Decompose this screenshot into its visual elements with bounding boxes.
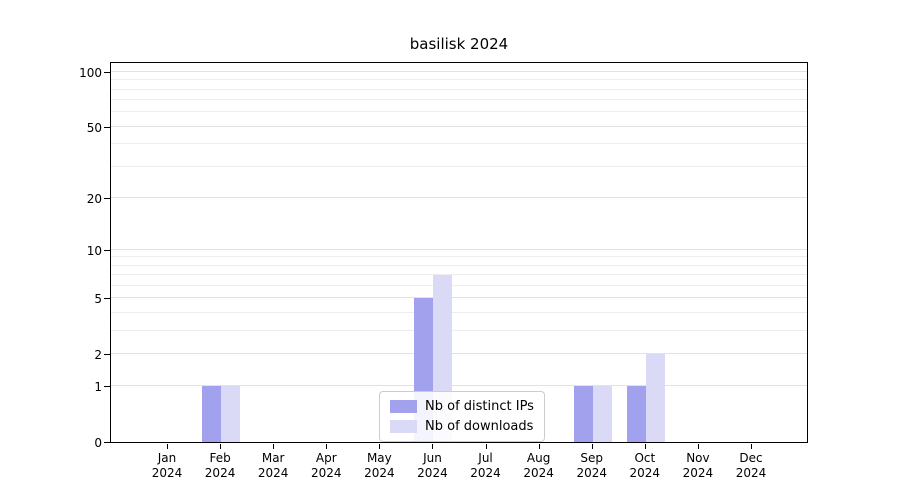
gridline xyxy=(111,165,807,167)
x-axis-tick-label: Apr 2024 xyxy=(310,451,342,480)
legend-label-downloads: Nb of downloads xyxy=(425,419,534,434)
gridline xyxy=(111,143,807,145)
x-axis-tick-mark xyxy=(432,444,434,449)
y-axis-tick-label: 1 xyxy=(94,380,102,395)
y-axis-tick-mark xyxy=(104,72,110,73)
bar-downloads xyxy=(221,386,241,442)
x-axis-tick-mark xyxy=(326,444,328,449)
gridline xyxy=(111,88,807,90)
gridline xyxy=(111,352,807,354)
plot-area: Nb of distinct IPs Nb of downloads xyxy=(110,62,808,443)
legend-item-distinct-ips: Nb of distinct IPs xyxy=(390,398,534,415)
gridline xyxy=(111,311,807,313)
gridline xyxy=(111,274,807,276)
x-axis-tick-mark xyxy=(538,444,540,449)
gridline xyxy=(111,329,807,331)
x-axis-tick-mark xyxy=(220,444,222,449)
y-axis-tick-label: 5 xyxy=(94,292,102,307)
y-axis-tick-mark xyxy=(104,353,110,355)
gridline xyxy=(111,79,807,81)
x-axis-tick-mark xyxy=(167,444,168,449)
x-axis-tick-mark xyxy=(485,444,487,449)
y-axis-tick-label: 0 xyxy=(94,436,102,450)
x-axis-tick-label: Dec 2024 xyxy=(735,451,767,480)
gridline xyxy=(111,285,807,286)
x-axis-tick-label: Jul 2024 xyxy=(470,451,501,480)
y-axis-tick-mark xyxy=(104,197,110,199)
x-axis-tick-label: Aug 2024 xyxy=(523,451,554,480)
x-axis-tick-label: Jun 2024 xyxy=(417,451,448,480)
bar-distinct-ips xyxy=(626,386,646,442)
bar-downloads xyxy=(645,353,665,442)
legend-item-downloads: Nb of downloads xyxy=(390,418,534,435)
gridline xyxy=(111,264,807,266)
x-axis-tick-label: Oct 2024 xyxy=(629,451,661,480)
chart-title: basilisk 2024 xyxy=(409,35,509,53)
x-axis-tick-mark xyxy=(273,444,275,449)
gridline xyxy=(111,111,807,113)
legend-swatch-distinct-ips xyxy=(390,400,417,413)
y-axis-tick-mark xyxy=(104,442,110,443)
x-axis-tick-mark xyxy=(697,444,699,449)
bar-distinct-ips xyxy=(202,386,222,442)
y-axis-tick-mark xyxy=(104,126,110,128)
legend-swatch-downloads xyxy=(390,420,417,433)
x-axis-tick-mark xyxy=(751,444,752,449)
x-axis-tick-label: May 2024 xyxy=(364,451,395,480)
x-axis-tick-label: Sep 2024 xyxy=(576,451,607,480)
y-axis-tick-label: 20 xyxy=(86,191,102,206)
gridline xyxy=(111,71,807,73)
x-axis-tick-label: Nov 2024 xyxy=(682,451,714,480)
gridline xyxy=(111,248,807,250)
y-axis-tick-mark xyxy=(104,386,110,388)
gridline xyxy=(111,385,807,387)
legend-label-distinct-ips: Nb of distinct IPs xyxy=(425,399,534,414)
y-axis-tick-label: 50 xyxy=(86,120,102,135)
y-axis-tick-label: 10 xyxy=(86,243,102,258)
y-axis-tick-label: 100 xyxy=(79,66,102,80)
gridline xyxy=(111,196,807,198)
x-axis-tick-mark xyxy=(644,444,646,449)
y-axis-tick-mark xyxy=(104,249,110,251)
y-axis-tick-mark xyxy=(104,298,110,300)
x-axis-tick-mark xyxy=(591,444,593,449)
x-axis-tick-label: Mar 2024 xyxy=(257,451,289,480)
x-axis-tick-mark xyxy=(379,444,381,449)
bar-distinct-ips xyxy=(573,386,593,442)
x-axis-tick-label: Jan 2024 xyxy=(151,451,183,480)
gridline xyxy=(111,125,807,127)
gridline xyxy=(111,99,807,101)
x-axis-tick-label: Feb 2024 xyxy=(204,451,236,480)
y-axis-tick-label: 2 xyxy=(94,347,102,362)
legend: Nb of distinct IPs Nb of downloads xyxy=(379,391,545,442)
gridline xyxy=(111,297,807,299)
bar-downloads xyxy=(592,386,612,442)
gridline xyxy=(111,256,807,258)
